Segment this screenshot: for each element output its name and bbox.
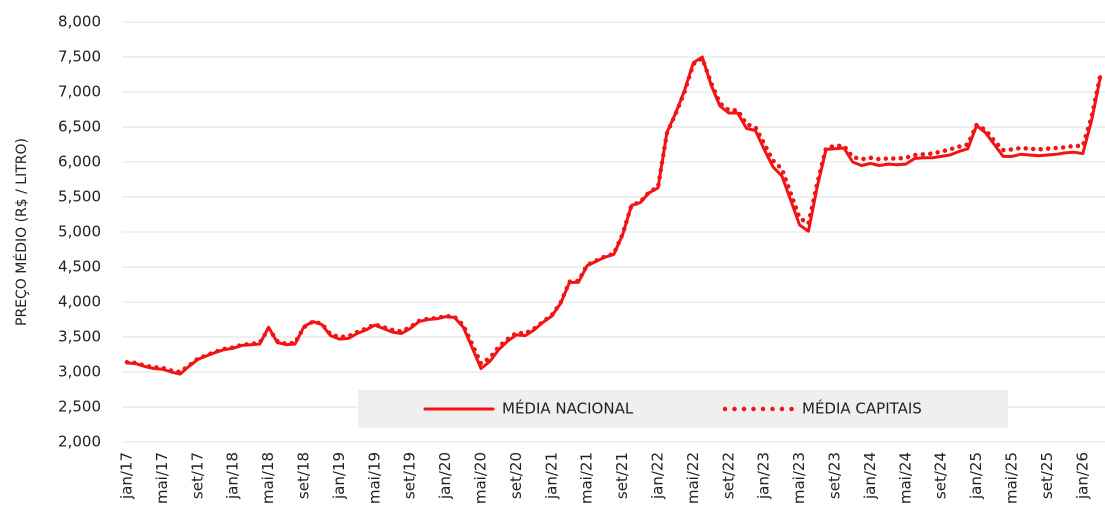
x-tick-label: set/21: [613, 452, 631, 499]
x-tick-label: mai/18: [259, 452, 277, 504]
x-tick-label: set/20: [507, 452, 525, 499]
x-tick-label: set/19: [401, 452, 419, 499]
x-tick-label: jan/19: [330, 452, 348, 500]
x-tick-label: set/22: [719, 452, 737, 499]
y-tick-label: 4,500: [58, 258, 101, 276]
x-tick-label: set/24: [932, 452, 950, 499]
y-axis-label: PREÇO MÉDIO (R$ / LITRO): [13, 138, 30, 326]
y-tick-label: 7,000: [58, 83, 101, 101]
x-tick-label: mai/23: [790, 452, 808, 504]
series-line: [124, 56, 1103, 375]
y-tick-label: 3,500: [58, 328, 101, 346]
y-tick-label: 3,000: [58, 363, 101, 381]
x-tick-label: mai/17: [153, 452, 171, 504]
legend-label: MÉDIA NACIONAL: [502, 399, 634, 418]
y-tick-label: 6,500: [58, 118, 101, 136]
series-line: [125, 55, 1102, 376]
legend-label: MÉDIA CAPITAIS: [802, 399, 922, 418]
y-tick-label: 2,000: [58, 433, 101, 451]
y-tick-label: 4,000: [58, 293, 101, 311]
y-tick-label: 8,000: [58, 13, 101, 31]
y-tick-label: 5,000: [58, 223, 101, 241]
x-tick-label: jan/25: [967, 452, 985, 500]
x-tick-label: set/18: [295, 452, 313, 499]
x-tick-label: jan/26: [1073, 452, 1091, 500]
x-tick-label: jan/22: [649, 452, 667, 500]
y-tick-label: 5,500: [58, 188, 101, 206]
x-tick-label: jan/18: [224, 452, 242, 500]
x-tick-label: jan/21: [542, 452, 560, 500]
x-tick-label: mai/21: [578, 452, 596, 504]
x-tick-label: set/25: [1038, 452, 1056, 499]
x-tick-label: mai/19: [365, 452, 383, 504]
y-tick-label: 6,000: [58, 153, 101, 171]
y-tick-label: 2,500: [58, 398, 101, 416]
x-tick-label: jan/24: [861, 452, 879, 500]
x-tick-label: jan/20: [436, 452, 454, 500]
x-tick-label: jan/23: [755, 452, 773, 500]
x-tick-label: mai/24: [896, 452, 914, 504]
x-tick-label: set/17: [188, 452, 206, 499]
x-tick-label: mai/20: [472, 452, 490, 504]
x-tick-label: mai/25: [1003, 452, 1021, 504]
x-tick-label: set/23: [826, 452, 844, 499]
x-tick-label: jan/17: [118, 452, 136, 500]
x-tick-label: mai/22: [684, 452, 702, 504]
y-tick-label: 7,500: [58, 48, 101, 66]
